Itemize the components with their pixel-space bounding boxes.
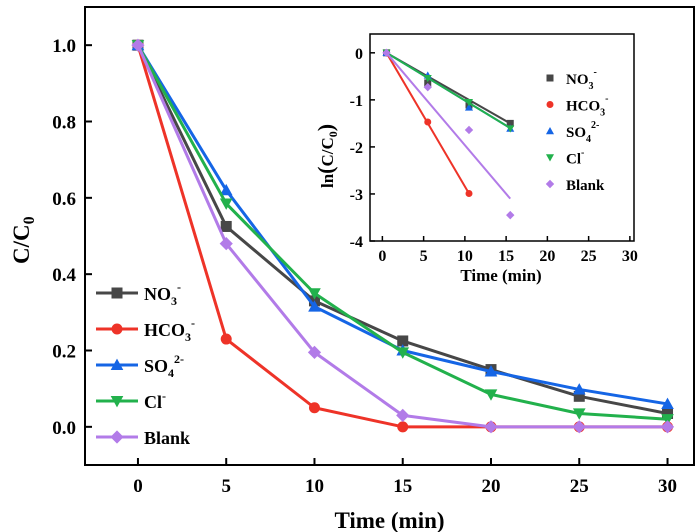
inset-legend-marker-cl- bbox=[545, 154, 555, 162]
main-point-blank bbox=[396, 408, 410, 422]
inset-point-cl- bbox=[506, 125, 515, 133]
main-series-cl- bbox=[131, 40, 674, 426]
inset-x-tick-label: 15 bbox=[498, 248, 514, 265]
inset-legend-marker-so42- bbox=[545, 126, 555, 135]
inset-x-tick-label: 25 bbox=[581, 248, 597, 265]
main-x-tick-label: 10 bbox=[305, 476, 324, 497]
inset-legend: NO3-HCO3-SO42- Cl- Blank bbox=[545, 67, 609, 194]
inset-fit-line-blank bbox=[385, 52, 512, 200]
inset-x-axis-label: Time (min) bbox=[460, 266, 541, 285]
inset-series-blank bbox=[382, 48, 515, 220]
inset-point-blank bbox=[423, 82, 432, 92]
main-series-blank bbox=[131, 38, 675, 434]
main-point-so42- bbox=[219, 183, 233, 196]
inset-point-cl- bbox=[423, 75, 432, 83]
inset-fit-line-cl- bbox=[385, 51, 511, 129]
inset-y-tick-label: -1 bbox=[350, 93, 363, 110]
main-point-blank bbox=[131, 38, 145, 52]
main-legend-marker-blank bbox=[110, 430, 124, 444]
main-point-blank bbox=[484, 420, 498, 434]
inset-legend-label-cl-: Cl- bbox=[566, 148, 584, 168]
main-point-no3- bbox=[220, 220, 232, 232]
inset-point-no3- bbox=[506, 119, 514, 127]
main-point-cl- bbox=[661, 414, 674, 426]
inset-y-tick-label: -4 bbox=[350, 234, 363, 251]
main-point-cl- bbox=[396, 347, 410, 359]
main-point-so42- bbox=[572, 383, 586, 395]
main-legend-label-no3-: NO3- bbox=[144, 280, 181, 308]
inset-y-axis-label: ln(C/C0) bbox=[313, 124, 340, 188]
inset-legend-label-hco3-: HCO3- bbox=[566, 94, 609, 119]
main-x-tick-label: 30 bbox=[658, 476, 677, 497]
main-x-tick-label: 25 bbox=[570, 476, 589, 497]
main-legend: NO3- HCO3- SO42- Cl- Blank bbox=[96, 280, 195, 448]
main-plot-frame bbox=[84, 6, 695, 466]
main-y-axis-label: C/C0 bbox=[9, 216, 38, 264]
main-x-tick-label: 20 bbox=[482, 476, 501, 497]
main-point-no3- bbox=[573, 390, 585, 402]
inset-legend-marker-blank bbox=[545, 179, 555, 189]
inset-point-blank bbox=[382, 48, 391, 58]
inset-point-blank bbox=[464, 125, 474, 135]
main-point-blank bbox=[660, 420, 675, 434]
main-point-cl- bbox=[572, 408, 586, 420]
main-y-tick-label: 1.0 bbox=[52, 36, 76, 57]
main-x-axis-label: Time (min) bbox=[334, 508, 444, 532]
main-point-cl- bbox=[484, 389, 498, 401]
main-y-axis: 0.0 0.2 0.4 0.6 0.8 1.0 bbox=[52, 36, 92, 439]
main-legend-marker-cl- bbox=[110, 395, 124, 408]
main-point-blank bbox=[307, 345, 322, 360]
inset-point-hco3- bbox=[424, 118, 432, 126]
inset-legend-marker-hco3- bbox=[546, 101, 554, 108]
inset-point-blank bbox=[506, 210, 515, 220]
inset-y-tick-label: -3 bbox=[350, 187, 363, 204]
inset-legend-label-blank: Blank bbox=[566, 178, 605, 194]
main-y-tick-label: 0.2 bbox=[52, 342, 76, 363]
main-point-hco3- bbox=[397, 421, 409, 433]
main-point-no3- bbox=[397, 335, 409, 347]
main-legend-label-cl-: Cl- bbox=[144, 389, 166, 412]
inset-point-hco3- bbox=[465, 189, 473, 197]
main-point-so42- bbox=[308, 300, 321, 312]
main-point-no3- bbox=[662, 407, 674, 419]
inset-y-tick-label: -2 bbox=[350, 140, 363, 157]
main-point-cl- bbox=[308, 288, 321, 300]
main-point-so42- bbox=[661, 397, 674, 409]
inset-point-cl- bbox=[464, 98, 474, 107]
main-legend-label-blank: Blank bbox=[144, 428, 190, 448]
main-legend-marker-so42- bbox=[110, 358, 124, 371]
inset-point-so42- bbox=[464, 103, 474, 111]
inset-point-no3- bbox=[424, 79, 432, 87]
main-point-hco3- bbox=[220, 333, 232, 345]
inset-x-tick-label: 0 bbox=[378, 248, 386, 265]
main-x-tick-label: 15 bbox=[393, 476, 412, 497]
main-x-tick-label: 0 bbox=[133, 476, 143, 497]
inset-y-tick-label: 0 bbox=[355, 46, 363, 63]
main-point-cl- bbox=[219, 198, 233, 210]
main-point-blank bbox=[572, 420, 586, 434]
inset-x-tick-label: 5 bbox=[420, 248, 428, 265]
main-legend-label-so42-: SO42- bbox=[144, 352, 184, 380]
main-y-tick-label: 0.8 bbox=[52, 113, 76, 134]
inset-legend-label-no3-: NO3- bbox=[566, 67, 597, 92]
inset-x-axis: 0 5 10 15 20 25 30 bbox=[378, 236, 638, 265]
main-y-tick-label: 0.6 bbox=[52, 189, 76, 210]
inset-legend-label-so42-: SO42- bbox=[566, 120, 599, 145]
main-point-blank bbox=[219, 237, 233, 251]
main-y-tick-label: 0.4 bbox=[52, 265, 76, 286]
inset-y-axis: -4 -3 -2 -1 0 bbox=[350, 46, 375, 251]
main-y-tick-label: 0.0 bbox=[52, 418, 76, 439]
inset-x-tick-label: 20 bbox=[539, 248, 555, 265]
main-point-so42- bbox=[484, 365, 498, 377]
main-legend-marker-hco3- bbox=[111, 323, 123, 335]
inset-legend-marker-no3- bbox=[546, 74, 554, 82]
main-x-axis: 0 5 10 15 20 25 30 bbox=[133, 458, 677, 497]
main-point-hco3- bbox=[308, 402, 320, 414]
inset-x-tick-label: 30 bbox=[622, 248, 638, 265]
main-legend-marker-no3- bbox=[111, 287, 123, 299]
inset-x-tick-label: 10 bbox=[457, 248, 473, 265]
main-x-tick-label: 5 bbox=[221, 476, 231, 497]
main-legend-label-hco3-: HCO3- bbox=[144, 316, 195, 344]
